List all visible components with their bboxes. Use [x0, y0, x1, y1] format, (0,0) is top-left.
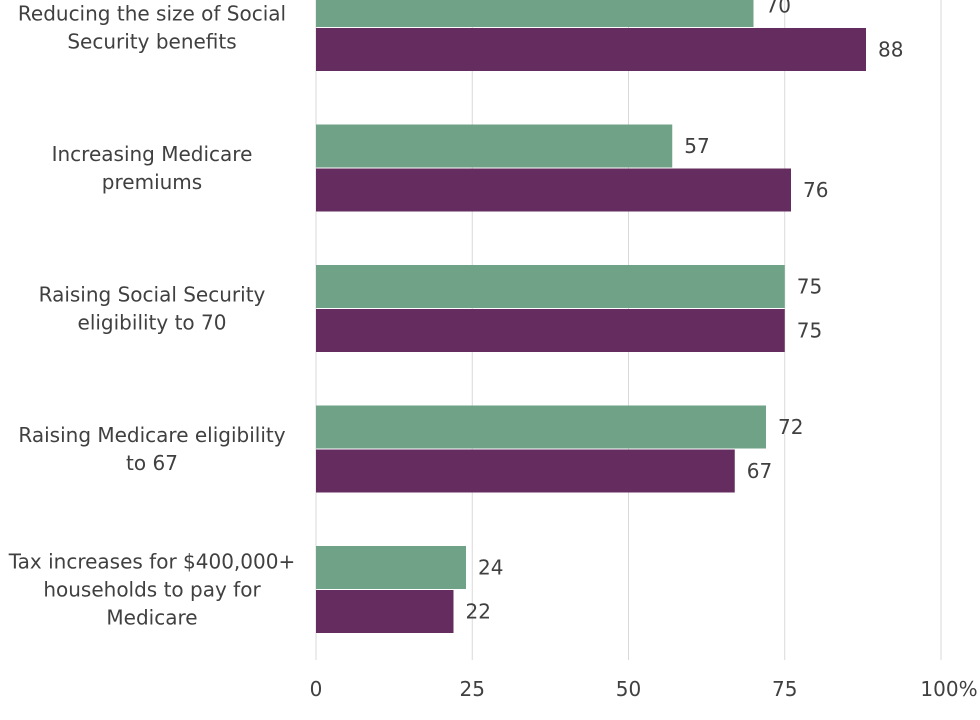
bars	[316, 0, 866, 633]
data-label: 24	[478, 556, 503, 580]
category-label: Tax increases for $400,000+ households to…	[8, 550, 295, 630]
category-label-line: households to pay for	[43, 578, 261, 602]
x-tick-label: 75	[772, 677, 797, 701]
bar	[316, 405, 766, 449]
category-label-line: Raising Social Security	[39, 283, 266, 307]
category-label-line: Raising Medicare eligibility	[18, 423, 285, 447]
data-label: 70	[766, 0, 791, 18]
category-label: Reducing the size of Social Security bene…	[18, 2, 286, 54]
data-label: 67	[747, 459, 772, 483]
x-tick-label: 25	[460, 677, 485, 701]
data-label: 57	[684, 134, 709, 158]
category-label-line: to 67	[126, 451, 178, 475]
bar	[316, 265, 785, 308]
bar	[316, 309, 785, 352]
data-label: 75	[797, 275, 822, 299]
category-label-line: Medicare	[106, 606, 197, 630]
bar	[316, 0, 754, 27]
bar	[316, 124, 673, 168]
category-label-line: Increasing Medicare	[52, 142, 253, 166]
x-axis-tick-labels: 0 25 50 75 100%	[310, 677, 978, 701]
data-label: 75	[797, 319, 822, 343]
x-tick-label: 0	[310, 677, 323, 701]
bar	[316, 28, 866, 71]
category-label-line: Security benefits	[67, 30, 236, 54]
bar	[316, 590, 454, 633]
category-label: Raising Social Security eligibility to 70	[39, 283, 266, 335]
data-label: 22	[466, 600, 491, 624]
bar	[316, 168, 791, 212]
category-label-line: Reducing the size of Social	[18, 2, 286, 26]
category-label-line: premiums	[102, 170, 202, 194]
x-tick-label: 100%	[920, 677, 977, 701]
x-tick-label: 50	[616, 677, 641, 701]
category-labels: Reducing the size of Social Security bene…	[8, 2, 295, 630]
category-label: Raising Medicare eligibility to 67	[18, 423, 285, 475]
data-label: 76	[803, 178, 828, 202]
data-label: 88	[878, 38, 903, 62]
category-label: Increasing Medicare premiums	[52, 142, 253, 194]
bar	[316, 546, 466, 589]
bar	[316, 449, 735, 493]
category-label-line: eligibility to 70	[78, 311, 227, 335]
data-label: 72	[778, 415, 803, 439]
category-label-line: Tax increases for $400,000+	[8, 550, 295, 574]
